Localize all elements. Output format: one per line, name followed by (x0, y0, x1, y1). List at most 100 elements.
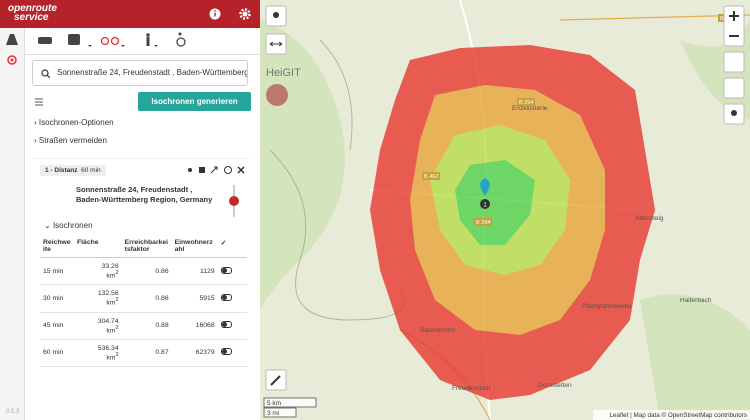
column-header: Erreichbarkeitsfaktor (121, 235, 172, 258)
road-label: B 294 (476, 220, 490, 226)
place-label: Dornstetten (538, 382, 572, 389)
brand-line: openroute (8, 3, 57, 14)
search-icon (41, 69, 50, 78)
map-style-button[interactable] (723, 77, 745, 99)
header: openroute service (0, 0, 260, 28)
area-unit: km (106, 272, 116, 280)
toggle-icon[interactable] (224, 166, 232, 174)
visibility-toggle[interactable] (220, 321, 232, 329)
area-unit: km (106, 326, 116, 334)
road-label: B 462 (424, 174, 438, 180)
map-controls-left (265, 5, 287, 391)
range-slider[interactable] (228, 185, 240, 217)
wheelchair-icon[interactable] (176, 32, 186, 47)
area-unit: km (106, 354, 116, 362)
reach-cell: 0.86 (121, 284, 172, 313)
settings-icon[interactable] (239, 8, 251, 20)
logo-text: HeiGIT (266, 67, 301, 79)
section-toggle[interactable]: ⌄ Isochronen (44, 221, 93, 230)
visibility-toggle[interactable] (220, 293, 232, 301)
road-label: B 294 (519, 100, 533, 106)
search-text: Sonnenstraße 24, Freudenstadt , Baden-Wü… (57, 68, 248, 77)
range-cell: 45 min (40, 312, 74, 340)
area-unit: km (106, 299, 116, 307)
layers-button[interactable] (723, 51, 745, 73)
population-cell: 62379 (171, 339, 218, 368)
directions-icon[interactable] (6, 34, 18, 45)
column-header: Fläche (74, 235, 122, 258)
protected-area (269, 39, 405, 321)
header-icons (209, 8, 251, 20)
population-cell: 16068 (171, 312, 218, 340)
hgv-icon[interactable] (68, 34, 80, 45)
badge-label: 1 - Distanz (45, 167, 78, 174)
reach-cell: 0.87 (121, 339, 172, 368)
place-label: Baiersbronn (420, 327, 455, 334)
rail-icons (6, 34, 18, 65)
badge-time: 60 min (81, 167, 101, 174)
isochrones-icon[interactable] (7, 55, 17, 65)
address: Sonnenstraße 24, Freudenstadt , Baden-Wü… (76, 185, 213, 204)
table-row: 30 min 132.56 km2 0.86 5915 (40, 284, 247, 313)
toggle-cell (217, 284, 247, 313)
bike-icon[interactable] (100, 36, 120, 46)
isochrones (370, 45, 655, 400)
download-icon[interactable] (199, 167, 205, 173)
search-input[interactable]: Sonnenstraße 24, Freudenstadt , Baden-Wü… (32, 60, 248, 86)
isochrone-table: Reichweite Fläche Erreichbarkeitsfaktor … (40, 235, 247, 368)
reach-cell: 0.86 (121, 257, 172, 286)
side-rail (0, 28, 25, 420)
badge: 1 - Distanz 60 min (40, 165, 106, 176)
brand-line: service (14, 12, 49, 23)
brand: openroute service (8, 3, 57, 23)
close-icon[interactable] (237, 166, 245, 174)
area-cell: 132.56 km2 (74, 284, 122, 313)
scale-label: 5 km (267, 400, 281, 407)
toggle-cell (217, 257, 247, 286)
options-toggle[interactable]: › Isochronen-Optionen (34, 118, 114, 127)
profile-icons (38, 32, 186, 47)
marker-label: 1 (483, 203, 487, 209)
option-label: Isochronen-Optionen (38, 118, 114, 127)
place-label: Enzklösterle (512, 105, 548, 112)
population-cell: 1129 (171, 257, 218, 286)
place-label: Freudenstadt (452, 385, 490, 392)
table-row: 60 min 536.34 km2 0.87 62379 (40, 339, 247, 368)
filter-icon[interactable] (34, 97, 44, 106)
visibility-toggle[interactable] (220, 266, 232, 274)
map[interactable]: Enzklösterle Altensteig Haiterbach Pfalz… (260, 0, 750, 420)
toggle-cell (217, 339, 247, 368)
range-cell: 60 min (40, 339, 74, 368)
area-unit-exp: 2 (115, 351, 119, 358)
result-card: 1 - Distanz 60 min Sonnenstraße 24, Freu… (32, 158, 250, 368)
option-label: Straßen vermeiden (38, 136, 107, 145)
visibility-toggle[interactable] (220, 348, 232, 356)
area-cell: 536.34 km2 (74, 339, 122, 368)
generate-button[interactable]: Isochronen generieren (138, 92, 251, 111)
scale: 5 km 3 mi (263, 397, 317, 418)
range-cell: 30 min (40, 284, 74, 313)
marker[interactable]: 1 (480, 178, 490, 209)
scale-label: 3 mi (267, 410, 279, 417)
area-unit-exp: 2 (115, 324, 119, 331)
area-cell: 33.28 km2 (74, 257, 122, 286)
range-cell: 15 min (40, 257, 74, 286)
map-controls-right (723, 5, 745, 125)
place-label: Pfalzgrafenweiler (582, 303, 633, 310)
population-cell: 5915 (171, 284, 218, 313)
car-icon[interactable] (38, 37, 52, 44)
area-value: 536.34 (97, 344, 119, 352)
area-value: 132.56 (97, 290, 119, 298)
avoid-toggle[interactable]: › Straßen vermeiden (34, 136, 107, 145)
column-header: ✓ (217, 235, 247, 258)
attribution: Leaflet | Map data © OpenStreetMap contr… (609, 411, 747, 419)
area-unit-exp: 2 (115, 297, 119, 304)
reach-cell: 0.88 (121, 312, 172, 340)
share-icon[interactable] (188, 168, 192, 172)
column-header: Reichweite (40, 235, 74, 258)
expand-icon[interactable] (210, 166, 218, 174)
walk-icon[interactable] (146, 33, 150, 46)
area-cell: 304.74 km2 (74, 312, 122, 340)
area-unit-exp: 2 (115, 270, 119, 276)
